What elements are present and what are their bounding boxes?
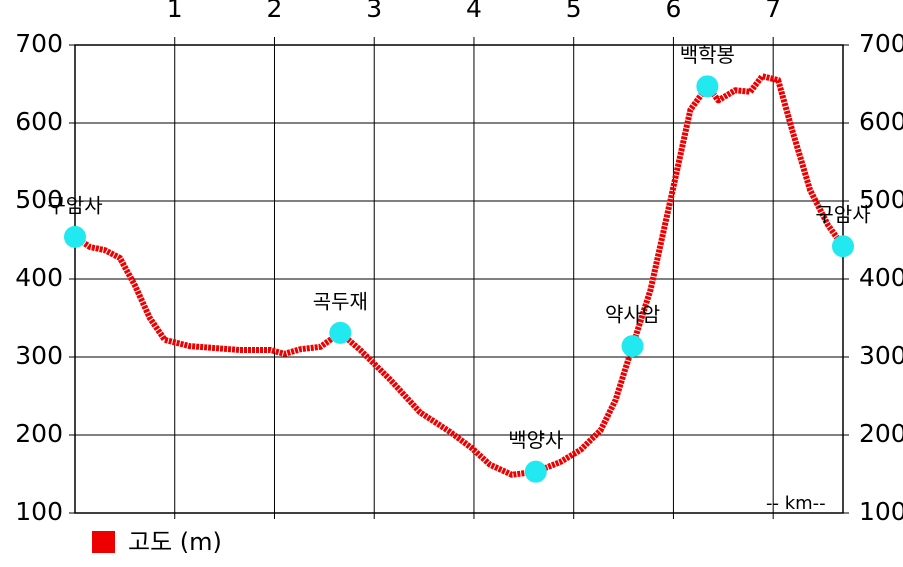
- elevation-line: [73, 73, 846, 478]
- waypoint-marker: [696, 75, 719, 98]
- y-tick-label: 700: [15, 29, 63, 58]
- waypoint-label: 구암사: [815, 203, 870, 227]
- waypoint-marker: [832, 235, 854, 258]
- y2-tick-label: 400: [859, 263, 903, 292]
- x-tick-label: 1: [167, 0, 183, 23]
- x-tick-label: 4: [466, 0, 482, 23]
- y-tick-label: 100: [15, 497, 63, 526]
- x-axis-label: -- km--: [766, 493, 826, 514]
- y2-tick-label: 100: [859, 497, 903, 526]
- waypoint-label: 백학봉: [680, 43, 735, 67]
- y-tick-label: 600: [15, 107, 63, 136]
- y-tick-label: 400: [15, 263, 63, 292]
- y-tick-label: 300: [15, 341, 63, 370]
- x-tick-label: 5: [566, 0, 582, 23]
- x-tick-label: 2: [267, 0, 283, 23]
- y2-tick-label: 300: [859, 341, 903, 370]
- y2-tick-label: 700: [859, 29, 903, 58]
- y2-tick-label: 500: [859, 185, 903, 214]
- waypoint-marker: [64, 225, 86, 248]
- waypoint-label: 구암사: [47, 193, 102, 217]
- y-tick-label: 200: [15, 419, 63, 448]
- waypoint-label: 백양사: [508, 428, 563, 452]
- x-tick-label: 6: [665, 0, 681, 23]
- x-tick-label: 3: [366, 0, 382, 23]
- waypoint-marker: [524, 460, 547, 483]
- waypoint-label: 곡두재: [313, 289, 368, 313]
- legend-swatch: [92, 531, 115, 553]
- waypoint-marker: [329, 321, 352, 344]
- x-tick-label: 7: [765, 0, 781, 23]
- y2-tick-label: 600: [859, 107, 903, 136]
- y-tick-label: 500: [15, 185, 63, 214]
- waypoint-label: 약사암: [605, 303, 660, 327]
- waypoint-marker: [621, 335, 644, 358]
- legend-label: 고도 (m): [128, 528, 222, 556]
- y2-tick-label: 200: [859, 419, 903, 448]
